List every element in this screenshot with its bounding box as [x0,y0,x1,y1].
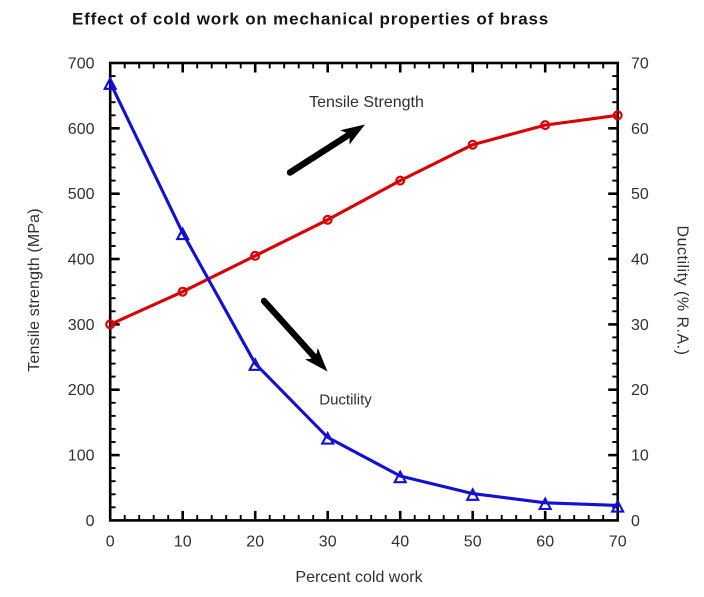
svg-text:0: 0 [631,513,640,530]
svg-text:60: 60 [536,534,554,551]
svg-text:20: 20 [246,534,264,551]
svg-text:600: 600 [68,121,95,138]
svg-text:30: 30 [319,534,337,551]
svg-text:60: 60 [631,121,649,138]
svg-text:Effect of cold work on mechani: Effect of cold work on mechanical proper… [72,10,549,29]
svg-text:Tensile strength (MPa): Tensile strength (MPa) [26,208,43,371]
svg-text:Ductility: Ductility [319,392,372,409]
svg-text:10: 10 [631,448,649,465]
svg-text:Tensile Strength: Tensile Strength [309,94,424,111]
svg-text:Percent cold work: Percent cold work [295,569,423,586]
svg-text:40: 40 [631,252,649,269]
svg-text:Ductility (% R.A.): Ductility (% R.A.) [674,226,691,356]
svg-text:700: 700 [68,56,95,73]
svg-text:500: 500 [68,186,95,203]
svg-text:100: 100 [68,448,95,465]
svg-text:30: 30 [631,317,649,334]
svg-text:40: 40 [391,534,409,551]
svg-text:70: 70 [609,534,627,551]
svg-text:0: 0 [86,513,95,530]
svg-text:0: 0 [106,534,115,551]
svg-text:70: 70 [631,56,649,73]
svg-text:200: 200 [68,382,95,399]
svg-text:400: 400 [68,252,95,269]
svg-text:300: 300 [68,317,95,334]
svg-text:20: 20 [631,382,649,399]
svg-text:50: 50 [631,186,649,203]
svg-text:50: 50 [464,534,482,551]
svg-text:10: 10 [174,534,192,551]
